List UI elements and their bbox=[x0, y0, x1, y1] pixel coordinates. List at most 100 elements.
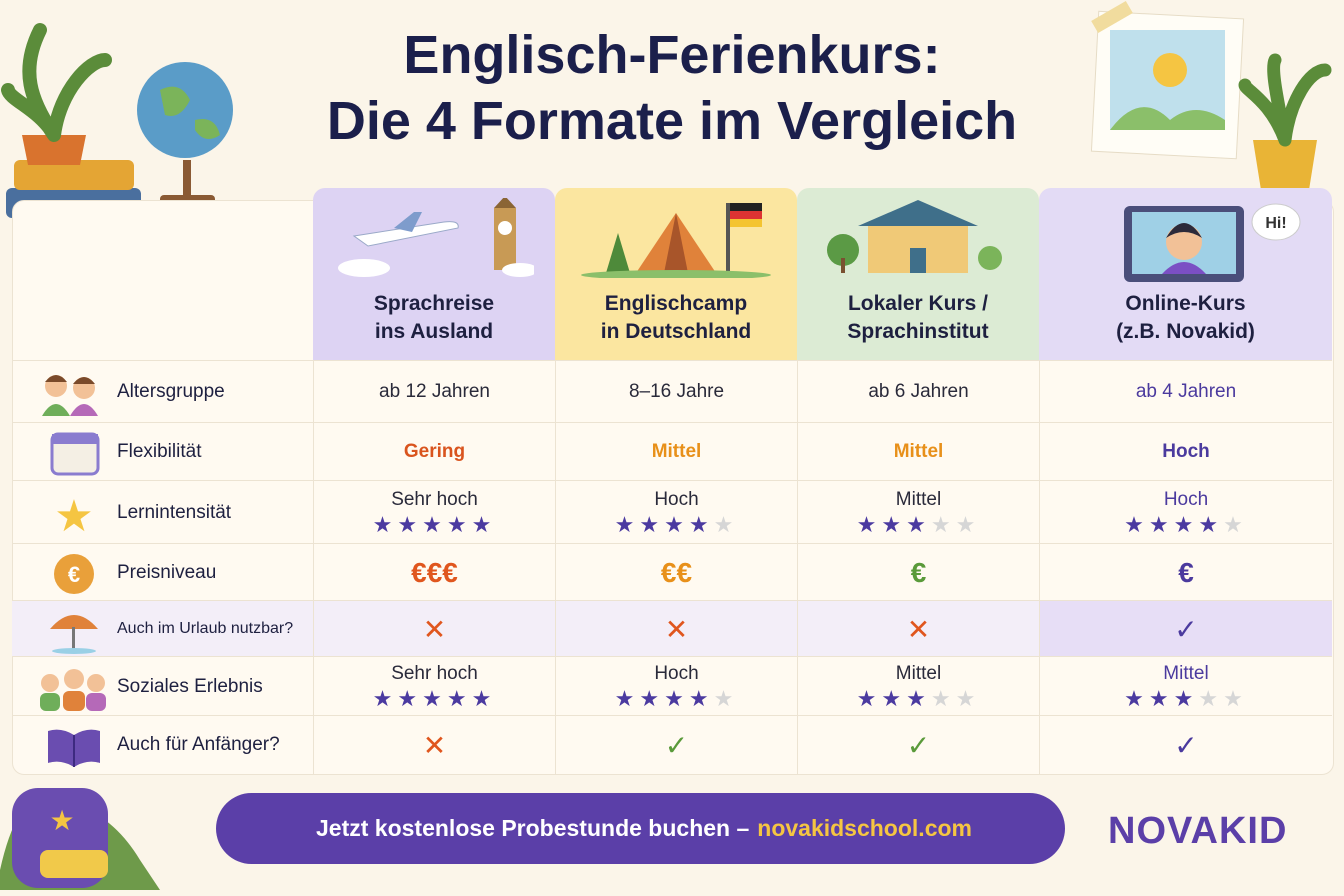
table-cell: Sehr hoch ★★★★★ bbox=[313, 481, 555, 544]
column-title: Online-Kurs bbox=[1125, 292, 1246, 315]
star-empty: ★ bbox=[930, 685, 956, 711]
row-icon bbox=[36, 721, 106, 776]
star-empty: ★ bbox=[1198, 685, 1224, 711]
cell-text: Mittel bbox=[1163, 662, 1209, 684]
cell-text: 8–16 Jahre bbox=[628, 381, 725, 402]
table-cell: € bbox=[1039, 544, 1332, 601]
table-cell: Hoch ★★★★★ bbox=[1039, 481, 1332, 544]
star-filled: ★ bbox=[614, 511, 640, 537]
column-header: Lokaler Kurs / Sprachinstitut bbox=[797, 188, 1039, 360]
star-filled: ★ bbox=[1148, 511, 1174, 537]
star-filled: ★ bbox=[856, 685, 882, 711]
cell-text: Mittel bbox=[893, 441, 944, 462]
star-filled: ★ bbox=[664, 685, 689, 711]
row-icon bbox=[36, 368, 106, 423]
star-rating: ★★★★★ bbox=[856, 511, 981, 537]
header-illustration: Hi! bbox=[1039, 198, 1332, 296]
star-filled: ★ bbox=[1173, 511, 1199, 537]
cell-text: Mittel bbox=[651, 441, 702, 462]
illustration-text: Hi! bbox=[1265, 215, 1286, 232]
header-illustration bbox=[797, 198, 1039, 286]
star-rating: ★★★★★ bbox=[1124, 511, 1248, 537]
star-filled: ★ bbox=[446, 511, 472, 537]
table-cell: € bbox=[797, 544, 1039, 601]
table-cell: ✕ bbox=[313, 601, 555, 657]
table-cell: ✓ bbox=[797, 716, 1039, 774]
cell-text: ab 4 Jahren bbox=[1135, 381, 1237, 402]
column-header: Sprachreise ins Ausland bbox=[313, 188, 555, 360]
table-cell: Gering bbox=[313, 423, 555, 481]
svg-text:★: ★ bbox=[49, 805, 74, 836]
row-icon bbox=[36, 605, 106, 660]
table-cell: Mittel ★★★★★ bbox=[797, 481, 1039, 544]
row-label: Altersgruppe bbox=[117, 381, 225, 402]
star-filled: ★ bbox=[688, 511, 714, 537]
logo: NOVAKID bbox=[1108, 810, 1288, 852]
table-row: Altersgruppe ab 12 Jahren 8–16 Jahre ab 6 J… bbox=[12, 360, 1332, 423]
column-title: Lokaler Kurs / bbox=[847, 292, 989, 315]
header-illustration bbox=[313, 196, 555, 286]
title: Englisch-Ferienkurs: Die 4 Formate im Ve… bbox=[0, 22, 1344, 154]
cell-text: € bbox=[1178, 556, 1194, 588]
title-line: Die 4 Formate im Vergleich bbox=[326, 91, 1018, 151]
cell-text: ✓ bbox=[906, 729, 931, 761]
star-filled: ★ bbox=[1124, 511, 1149, 537]
star-filled: ★ bbox=[372, 511, 398, 537]
star-empty: ★ bbox=[713, 685, 739, 711]
row-label: Auch für Anfänger? bbox=[117, 734, 280, 755]
row-icon: € bbox=[36, 549, 106, 604]
title-line: Englisch-Ferienkurs: bbox=[403, 25, 941, 85]
star-filled: ★ bbox=[372, 685, 398, 711]
table-cell: ✕ bbox=[797, 601, 1039, 657]
cell-text: Gering bbox=[403, 441, 466, 462]
svg-text:★: ★ bbox=[54, 492, 93, 539]
row-label: Auch im Urlaub nutzbar? bbox=[117, 620, 294, 637]
star-empty: ★ bbox=[713, 511, 739, 537]
table-row: € Preisniveau €€€ €€ € € bbox=[12, 543, 1332, 601]
star-empty: ★ bbox=[955, 511, 981, 537]
star-filled: ★ bbox=[881, 511, 907, 537]
star-filled: ★ bbox=[906, 511, 931, 537]
column-title: Sprachinstitut bbox=[847, 320, 989, 343]
table-cell: Mittel ★★★★★ bbox=[797, 657, 1039, 716]
table-cell: ab 12 Jahren bbox=[313, 361, 555, 423]
cell-text: Mittel bbox=[895, 662, 942, 684]
cell-text: Mittel bbox=[895, 488, 942, 510]
table-row: Auch im Urlaub nutzbar? ✕ ✕ ✕ ✓ bbox=[12, 600, 1332, 657]
cell-text: ✕ bbox=[664, 613, 689, 645]
column-title: in Deutschland bbox=[600, 320, 752, 343]
cta-link[interactable]: novakidschool.com bbox=[757, 815, 972, 841]
cta-text: Jetzt kostenlose Probestunde buchen – bbox=[316, 815, 750, 841]
star-filled: ★ bbox=[664, 511, 689, 537]
star-filled: ★ bbox=[639, 511, 665, 537]
cell-text: ab 6 Jahren bbox=[868, 381, 969, 402]
cell-text: Sehr hoch bbox=[391, 662, 478, 684]
cell-text: ✓ bbox=[1174, 729, 1198, 761]
row-icon bbox=[36, 663, 106, 718]
comparison-table: Sprachreise ins Ausland Englischcamp in Deu… bbox=[12, 188, 1334, 776]
table-row: Flexibilität Gering Mittel Mittel Hoch bbox=[12, 422, 1332, 481]
table-cell: Hoch ★★★★★ bbox=[555, 657, 797, 716]
row-label: Preisniveau bbox=[117, 561, 217, 583]
table-row: Soziales Erlebnis Sehr hoch ★★★★★ Hoch ★★★★★… bbox=[12, 656, 1332, 716]
star-filled: ★ bbox=[422, 511, 447, 537]
cell-text: €€ bbox=[660, 556, 693, 588]
table-cell: Mittel ★★★★★ bbox=[1039, 657, 1332, 716]
row-icon bbox=[36, 428, 106, 483]
table-cell: 8–16 Jahre bbox=[555, 361, 797, 423]
table-cell: Mittel bbox=[555, 423, 797, 481]
cta-button[interactable]: Jetzt kostenlose Probestunde buchen – no… bbox=[216, 793, 1065, 864]
star-filled: ★ bbox=[471, 511, 497, 537]
star-rating: ★★★★★ bbox=[615, 685, 739, 711]
header-illustration bbox=[555, 198, 797, 286]
star-rating: ★★★★★ bbox=[372, 511, 497, 537]
star-filled: ★ bbox=[446, 685, 472, 711]
table-cell: Sehr hoch ★★★★★ bbox=[313, 657, 555, 716]
star-empty: ★ bbox=[955, 685, 981, 711]
star-filled: ★ bbox=[397, 511, 423, 537]
cell-text: ✓ bbox=[1174, 613, 1198, 645]
table-cell: ✓ bbox=[1039, 601, 1332, 657]
star-filled: ★ bbox=[856, 511, 882, 537]
